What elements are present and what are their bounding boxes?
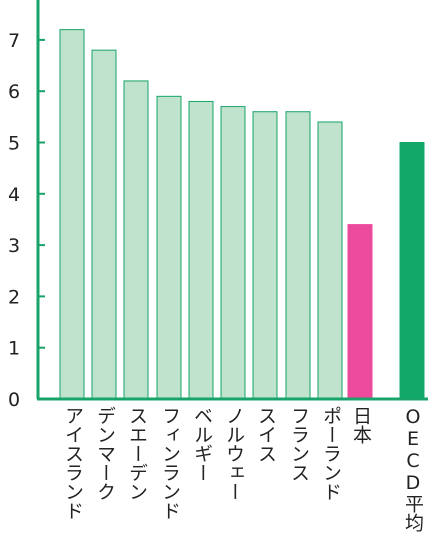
x-category-label: OECD平均	[402, 406, 424, 532]
y-tick-label: 7	[8, 30, 20, 52]
bar-0	[59, 29, 85, 400]
x-category-label: ノルウェー	[223, 406, 245, 501]
bar-6	[252, 111, 278, 400]
y-tick-label: 4	[8, 184, 20, 206]
bar-10	[399, 142, 425, 400]
x-category-label: ポーランド	[320, 406, 342, 501]
x-category-label: デンマーク	[94, 406, 116, 501]
x-category-label: ベルギー	[191, 406, 213, 482]
y-tick-label: 3	[8, 235, 20, 257]
x-category-label: フランス	[288, 406, 310, 482]
x-category-label: フィンランド	[159, 406, 181, 520]
bar-4	[188, 100, 214, 400]
bar-1	[91, 49, 117, 400]
bars	[59, 29, 425, 400]
y-tick-label: 5	[8, 133, 20, 155]
bar-9	[347, 224, 373, 400]
x-category-label: スエーデン	[126, 406, 148, 501]
x-category-label: 日本	[350, 406, 372, 444]
bar-3	[156, 95, 182, 400]
y-tick-label: 6	[8, 81, 20, 103]
y-tick-label: 1	[8, 338, 20, 360]
bar-5	[220, 106, 246, 400]
x-category-label: アイスランド	[62, 406, 84, 520]
x-category-label: スイス	[255, 406, 277, 463]
y-tick-label: 0	[8, 389, 20, 411]
bar-7	[285, 111, 311, 400]
y-axis-ticks: 0 1 2 3 4 5 6 7 8	[8, 0, 45, 411]
bar-8	[317, 121, 343, 400]
y-tick-label: 8	[8, 0, 20, 1]
bar-2	[123, 80, 149, 400]
y-tick-label: 2	[8, 286, 20, 308]
